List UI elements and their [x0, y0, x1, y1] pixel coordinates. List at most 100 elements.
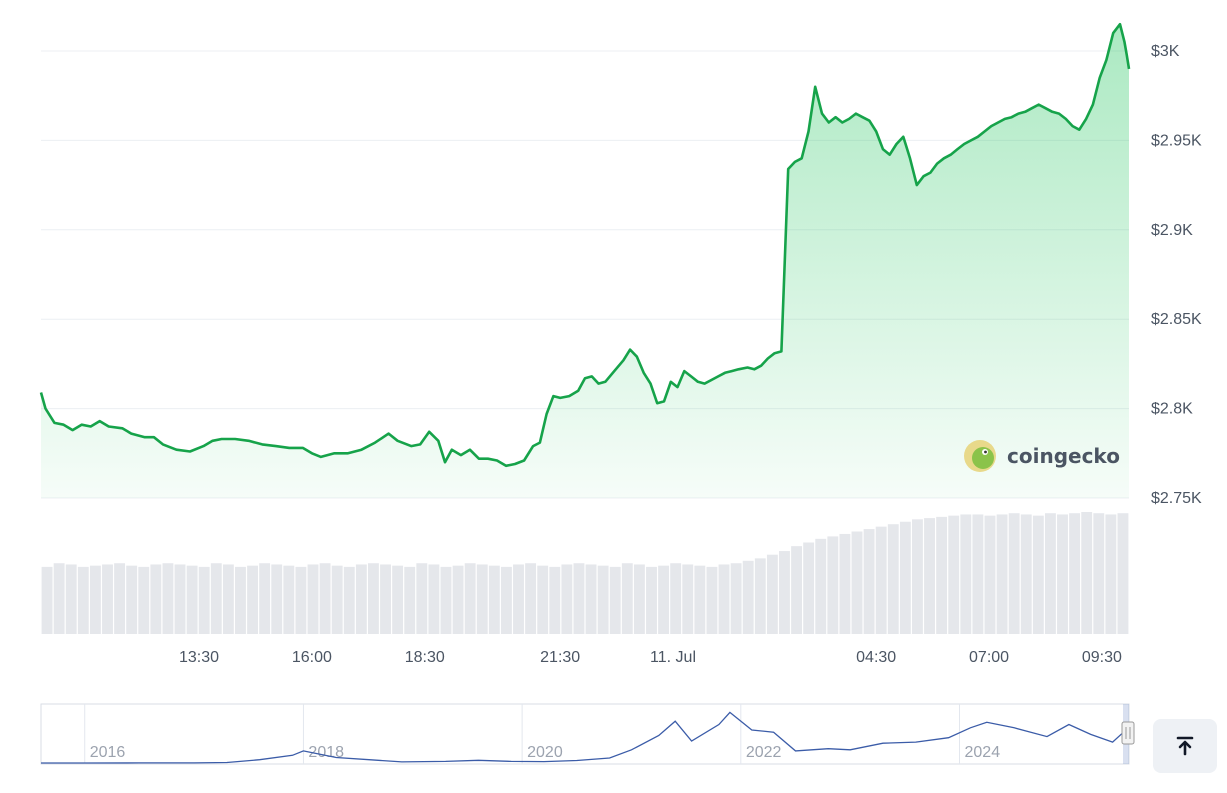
x-tick-label: 16:00	[292, 649, 332, 666]
volume-bar	[912, 519, 923, 634]
gecko-icon	[964, 440, 996, 472]
volume-bar	[827, 536, 839, 634]
volume-bar	[259, 563, 271, 634]
volume-bar	[222, 564, 234, 634]
x-tick-label: 11. Jul	[650, 649, 696, 666]
y-tick-label: $2.75K	[1151, 490, 1202, 507]
volume-bar	[138, 566, 150, 634]
x-tick-label: 21:30	[540, 649, 580, 666]
volume-bar	[875, 526, 887, 634]
navigator[interactable]: 2016 2018 2020 2022 2024	[40, 703, 1135, 765]
volume-bar	[658, 565, 670, 634]
volume-bar	[609, 566, 621, 634]
volume-bar	[1117, 513, 1129, 634]
volume-bar	[742, 560, 754, 634]
volume-bars	[41, 512, 1129, 634]
volume-bar	[343, 566, 355, 634]
navigator-tick-label: 2016	[90, 744, 126, 761]
volume-bar	[1008, 513, 1020, 634]
x-axis-ticks: 13:30 16:00 18:30 21:30 11. Jul 04:30 07:00 09:…	[179, 649, 1122, 666]
volume-bar	[500, 566, 512, 634]
volume-bar	[89, 565, 101, 634]
volume-bar	[41, 566, 53, 634]
arrow-up-to-line-icon	[1176, 736, 1194, 756]
volume-bar	[549, 566, 561, 634]
volume-bar	[924, 518, 935, 634]
volume-bar	[1057, 514, 1068, 634]
volume-bar	[283, 565, 295, 634]
y-tick-label: $2.8K	[1151, 401, 1193, 418]
volume-bar	[404, 566, 416, 634]
volume-bar	[972, 514, 984, 634]
volume-bar	[77, 566, 89, 634]
volume-bar	[839, 533, 851, 634]
volume-bar	[355, 564, 367, 634]
volume-bar	[682, 564, 694, 634]
coingecko-watermark: coingecko	[964, 440, 1120, 472]
volume-bar	[960, 514, 972, 634]
y-tick-label: $3K	[1151, 43, 1180, 60]
volume-bar	[295, 566, 307, 634]
volume-bar	[1105, 514, 1117, 634]
navigator-line	[41, 711, 1130, 764]
volume-bar	[899, 521, 911, 634]
volume-bar	[694, 565, 706, 634]
volume-bar	[887, 524, 899, 634]
volume-bar	[368, 563, 379, 634]
volume-bar	[186, 565, 198, 634]
navigator-handle[interactable]	[1121, 721, 1135, 745]
volume-bar	[537, 565, 549, 634]
y-tick-label: $2.95K	[1151, 132, 1202, 149]
y-axis-ticks: $2.75K $2.8K $2.85K $2.9K $2.95K $3K	[1151, 43, 1202, 507]
volume-bar	[114, 563, 126, 634]
price-line[interactable]	[39, 22, 1131, 468]
volume-bar	[380, 564, 391, 634]
x-tick-label: 13:30	[179, 649, 219, 666]
volume-bar	[150, 564, 162, 634]
watermark-text: coingecko	[1007, 444, 1120, 468]
navigator-tick-label: 2022	[746, 744, 782, 761]
volume-bar	[235, 566, 246, 634]
volume-bar	[573, 563, 585, 634]
x-tick-label: 18:30	[405, 649, 445, 666]
volume-bar	[670, 563, 682, 634]
volume-bar	[1020, 514, 1032, 634]
x-tick-label: 07:00	[969, 649, 1009, 666]
y-tick-label: $2.85K	[1151, 311, 1202, 328]
volume-bar	[779, 551, 790, 634]
volume-bar	[1093, 513, 1105, 634]
volume-bar	[585, 564, 597, 634]
volume-bar	[730, 563, 742, 634]
volume-bar	[1032, 515, 1044, 634]
volume-bar	[162, 563, 174, 634]
volume-bar	[561, 564, 573, 634]
navigator-ticks: 2016 2018 2020 2022 2024	[84, 704, 1000, 764]
volume-bar	[851, 531, 863, 634]
volume-bar	[392, 565, 404, 634]
volume-bar	[754, 558, 766, 634]
volume-bar	[102, 564, 113, 634]
volume-bar	[513, 564, 524, 634]
volume-bar	[126, 565, 138, 634]
volume-bar	[488, 565, 500, 634]
volume-bar	[718, 564, 730, 634]
navigator-tick-label: 2020	[527, 744, 563, 761]
x-tick-label: 09:30	[1082, 649, 1122, 666]
volume-bar	[936, 516, 948, 634]
volume-bar	[525, 563, 537, 634]
volume-bar	[1081, 512, 1093, 634]
volume-bar	[452, 565, 464, 634]
x-tick-label: 04:30	[856, 649, 896, 666]
volume-bar	[476, 564, 488, 634]
volume-bar	[198, 566, 210, 634]
scroll-top-button[interactable]	[1153, 719, 1217, 773]
volume-bar	[706, 566, 718, 634]
volume-bar	[646, 566, 657, 634]
volume-bar	[633, 564, 645, 634]
volume-bar	[984, 515, 996, 634]
volume-bar	[416, 563, 428, 634]
volume-bar	[210, 563, 222, 634]
volume-bar	[174, 564, 186, 634]
volume-bar	[247, 565, 258, 634]
